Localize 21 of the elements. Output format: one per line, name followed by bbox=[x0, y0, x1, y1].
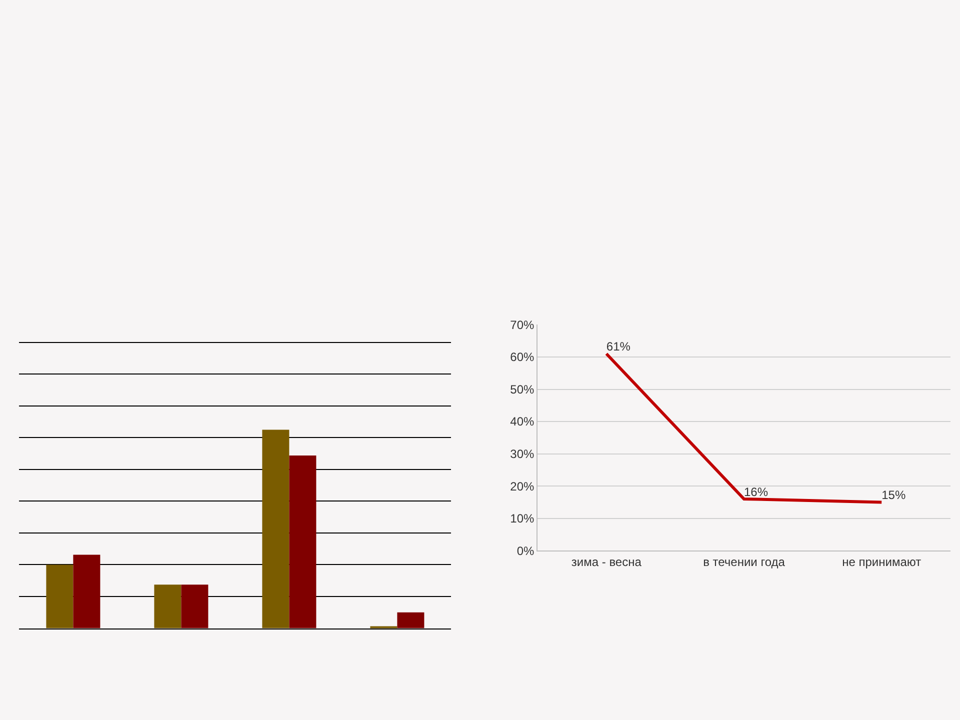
bar bbox=[73, 554, 100, 628]
data-label: 15% bbox=[882, 488, 906, 502]
data-label: 61% bbox=[606, 340, 631, 354]
y-tick-label: 10% bbox=[510, 512, 535, 526]
x-tick-label: не принимают bbox=[842, 555, 922, 570]
y-tick-label: 70% bbox=[510, 318, 535, 332]
y-tick-label: 40% bbox=[510, 414, 535, 429]
y-tick-label: 0% bbox=[516, 544, 535, 558]
bar bbox=[46, 564, 74, 628]
x-tick-label: в течении года bbox=[703, 555, 786, 570]
bar bbox=[154, 584, 182, 628]
bar bbox=[181, 584, 208, 628]
data-label: 16% bbox=[744, 484, 768, 499]
y-tick-label: 60% bbox=[510, 350, 535, 364]
bar bbox=[262, 430, 290, 628]
bar bbox=[289, 456, 316, 628]
y-tick-label: 30% bbox=[510, 447, 535, 461]
bar bbox=[397, 612, 424, 628]
y-tick-label: 20% bbox=[510, 479, 535, 494]
y-tick-label: 50% bbox=[510, 382, 535, 396]
x-tick-label: зима - весна bbox=[571, 555, 642, 570]
